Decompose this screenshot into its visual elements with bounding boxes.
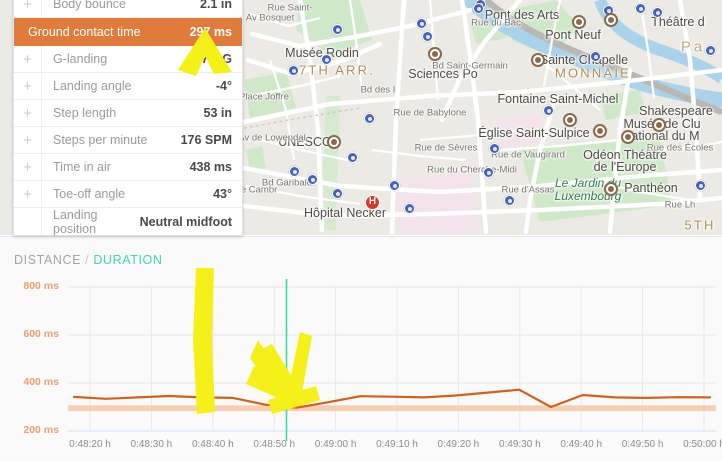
plus-icon[interactable]: + [14,100,42,126]
map-transit-marker-icon[interactable] [473,3,484,14]
metric-value: 176 SPM [180,133,232,147]
map-hospital-marker-icon[interactable]: H [365,195,380,210]
map-landmark-marker-icon[interactable] [604,182,618,196]
map-landmark-marker-icon[interactable] [563,113,577,127]
chart-plot [68,279,716,441]
map-transit-marker-icon[interactable] [705,45,716,56]
plus-icon[interactable]: + [14,181,42,207]
map-landmark-marker-icon[interactable] [428,47,442,61]
map-transit-marker-icon[interactable] [652,7,663,18]
metric-value: 7.6 G [201,52,232,66]
map-transit-marker-icon[interactable] [416,18,427,29]
plus-icon[interactable]: + [14,127,42,153]
metric-row[interactable]: + Step length 53 in [14,100,242,127]
metric-row[interactable]: + Time in air 438 ms [14,154,242,181]
chart-x-tick-label: 0:50:00 h [683,439,722,450]
chart-x-tick-label: 0:49:50 h [621,439,664,450]
metric-value: -4° [215,79,232,93]
metric-row[interactable]: + Body bounce 2.1 in [14,0,242,18]
metric-label: G-landing [53,52,108,66]
chart-tabs[interactable]: DISTANCE / DURATION [14,253,162,267]
chart-x-tick-label: 0:49:30 h [498,439,541,450]
map-vector-layer [241,0,722,235]
map-landmark-marker-icon[interactable] [572,15,586,29]
map-transit-marker-icon[interactable] [635,3,646,14]
map-landmark-marker-icon[interactable] [604,13,618,27]
row-spacer: + [14,208,42,235]
metric-label: Body bounce [53,0,126,11]
map-transit-marker-icon[interactable] [347,152,358,163]
metric-label: Step length [53,106,117,120]
map-transit-marker-icon[interactable] [483,167,494,178]
metric-value: 438 ms [189,160,232,174]
map-landmark-marker-icon[interactable] [531,53,545,67]
map-transit-marker-icon[interactable] [332,188,343,199]
chart-x-tick-label: 0:49:00 h [314,439,357,450]
map-transit-marker-icon[interactable] [321,54,332,65]
plus-icon[interactable]: + [14,73,42,99]
map-landmark-marker-icon[interactable] [621,130,635,144]
chart-y-tick-label: 600 ms [23,328,59,340]
metric-value: 43° [213,187,232,201]
map-transit-marker-icon[interactable] [422,31,433,42]
map-transit-marker-icon[interactable] [332,24,343,35]
map-landmark-marker-icon[interactable] [593,124,607,138]
chart-x-tick-label: 0:48:40 h [191,439,234,450]
metric-row[interactable]: + Landing angle -4° [14,73,242,100]
duration-chart-panel[interactable]: DISTANCE / DURATION 200 ms 400 ms 600 ms 80… [0,236,722,461]
chart-x-tick-label: 0:49:40 h [560,439,603,450]
metric-label: Steps per minute [53,133,148,147]
map-transit-marker-icon[interactable] [364,113,375,124]
metric-label: Time in air [53,160,111,174]
map-transit-marker-icon[interactable] [590,51,601,62]
chart-x-tick-label: 0:48:50 h [253,439,296,450]
metric-value: 53 in [203,106,233,120]
metric-label: Landing angle [53,79,132,93]
chart-y-tick-label: 400 ms [23,376,59,388]
metric-row[interactable]: + G-landing 7.6 G [14,46,242,73]
chart-y-tick-label: 200 ms [23,424,59,436]
metric-label: Ground contact time [28,25,141,39]
chart-y-tick-label: 800 ms [23,280,59,292]
plus-icon[interactable]: + [14,154,42,180]
metric-value: Neutral midfoot [139,214,232,229]
plus-icon[interactable]: + [14,0,42,17]
metric-row[interactable]: + Steps per minute 176 SPM [14,127,242,154]
metric-label: Toe-off angle [53,187,126,201]
tab-separator: / [85,253,90,267]
map-transit-marker-icon[interactable] [307,174,318,185]
metric-value: 2.1 in [200,0,232,11]
map-transit-marker-icon[interactable] [504,195,515,206]
chart-x-tick-label: 0:48:20 h [69,439,111,450]
running-dynamics-metrics-panel[interactable]: + Body bounce 2.1 in Ground contact time 297… [13,0,243,236]
map-transit-marker-icon[interactable] [695,180,706,191]
tab-duration[interactable]: DURATION [93,253,163,267]
map-landmark-marker-icon[interactable] [327,135,341,149]
map-transit-marker-icon[interactable] [489,143,500,154]
map-transit-marker-icon[interactable] [389,180,400,191]
metric-label: Landing position [53,207,98,236]
metric-row[interactable]: + Landing position Neutral midfoot [14,207,242,236]
map-landmark-marker-icon[interactable] [652,118,666,132]
metric-row[interactable]: + Toe-off angle 43° [14,181,242,208]
tab-distance[interactable]: DISTANCE [14,253,82,267]
map-transit-marker-icon[interactable] [543,105,554,116]
plus-icon[interactable]: + [14,46,42,72]
map-transit-marker-icon[interactable] [404,203,415,214]
metric-row[interactable]: Ground contact time 297 ms [14,18,242,46]
chart-x-tick-label: 0:48:30 h [130,439,173,450]
metric-value: 297 ms [189,25,232,39]
map-transit-marker-icon[interactable] [288,65,299,76]
map-transit-marker-icon[interactable] [289,166,300,177]
chart-x-tick-label: 0:49:20 h [437,439,480,450]
chart-x-tick-label: 0:49:10 h [376,439,418,450]
